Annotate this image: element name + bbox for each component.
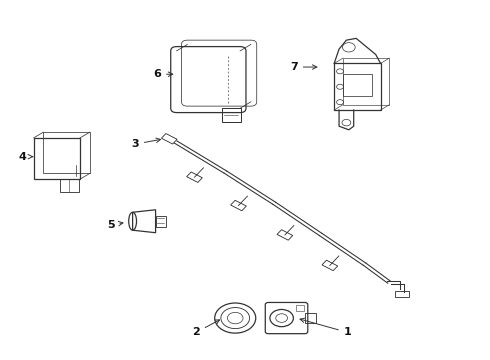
Bar [305, 313, 316, 323]
Text: 4: 4 [19, 152, 33, 162]
Bar [44, 132, 90, 174]
Text: 7: 7 [290, 62, 317, 72]
Bar [34, 138, 80, 179]
Bar [60, 179, 79, 192]
Text: 3: 3 [131, 138, 161, 149]
Text: 5: 5 [107, 220, 123, 230]
Text: 2: 2 [192, 320, 220, 337]
Bar [343, 58, 390, 105]
Text: 6: 6 [153, 69, 173, 79]
Bar [343, 74, 371, 96]
Bar [296, 305, 304, 311]
Bar [334, 63, 381, 110]
Text: 1: 1 [300, 318, 351, 337]
Bar [222, 108, 241, 122]
Bar [156, 216, 166, 227]
Bar [395, 291, 409, 297]
